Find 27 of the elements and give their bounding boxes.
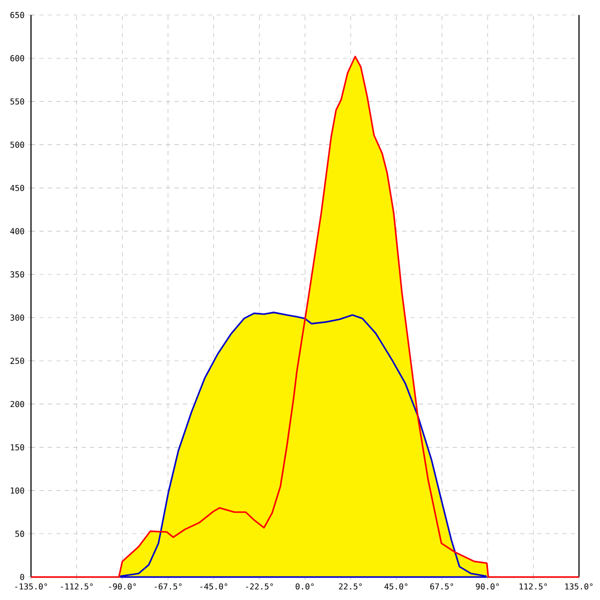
- x-tick-label: 112.5°: [520, 583, 547, 590]
- x-tick-label: 22.5°: [338, 583, 362, 590]
- y-tick-label: 0: [20, 574, 24, 580]
- y-tick-label: 200: [10, 400, 24, 408]
- x-tick-label: 135.0°: [565, 583, 593, 590]
- x-tick-label: -112.5°: [60, 583, 93, 590]
- y-tick-label: 550: [10, 98, 24, 105]
- x-tick-label: -22.5°: [246, 583, 273, 590]
- x-tick-label: 45.0°: [384, 583, 408, 590]
- x-tick-label: -135.0°: [15, 583, 47, 590]
- y-tick-label: 650: [10, 12, 24, 18]
- y-tick-label: 250: [10, 358, 24, 364]
- y-tick-label: 150: [10, 444, 24, 450]
- x-tick-label: -90.0°: [109, 583, 136, 590]
- x-tick-label: -67.5°: [154, 583, 182, 590]
- y-tick-label: 500: [10, 142, 24, 148]
- x-tick-label: 67.5°: [430, 583, 454, 590]
- y-tick-label: 350: [10, 271, 24, 278]
- y-tick-label: 400: [10, 228, 24, 234]
- y-tick-label: 600: [10, 55, 24, 62]
- x-tick-label: -45.0°: [200, 583, 228, 590]
- x-tick-label: 90.0°: [476, 583, 499, 590]
- x-tick-label: 0.0°: [296, 583, 314, 590]
- y-tick-label: 300: [10, 314, 24, 321]
- y-tick-label: 50: [15, 530, 24, 537]
- y-tick-label: 100: [10, 487, 24, 494]
- y-tick-label: 450: [10, 184, 24, 192]
